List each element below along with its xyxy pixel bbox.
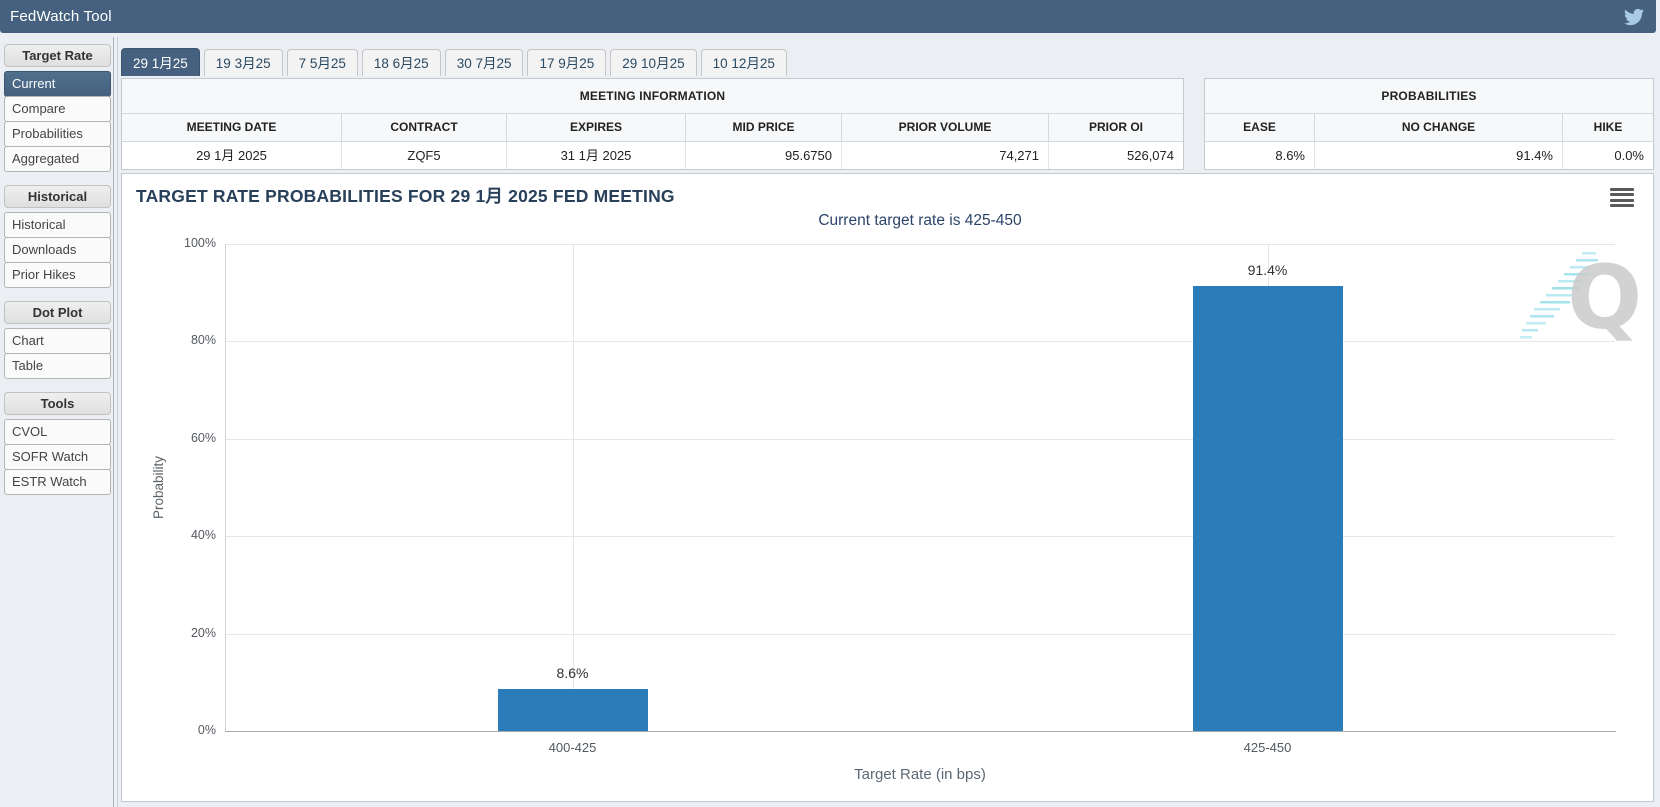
- x-category-label-425-450: 425-450: [1243, 740, 1292, 755]
- quikstrike-q-logo: Q: [1567, 246, 1642, 349]
- sidebar-item-cvol[interactable]: CVOL: [4, 419, 111, 445]
- y-tick-label-80: 80%: [190, 333, 216, 348]
- sidebar-section-target-rate: Target Rate Current Compare Probabilities Ag…: [4, 44, 111, 172]
- column-header-hike: HIKE: [1563, 114, 1653, 142]
- y-tick-label-40: 40%: [190, 528, 216, 543]
- burger-bar: [1610, 188, 1634, 191]
- y-axis-title: Probability: [150, 455, 166, 520]
- column-header-ease: EASE: [1205, 114, 1315, 142]
- sidebar-item-prior-hikes[interactable]: Prior Hikes: [4, 262, 111, 288]
- sidebar-item-probabilities[interactable]: Probabilities: [4, 121, 111, 147]
- sidebar-section-historical: Historical Historical Downloads Prior Hikes: [4, 185, 111, 288]
- tab-18-6-25[interactable]: 18 6月25: [361, 48, 441, 76]
- sidebar-section-header-historical: Historical: [4, 185, 111, 208]
- probabilities-title: PROBABILITIES: [1205, 79, 1653, 114]
- x-axis-line: [225, 731, 1616, 732]
- cell-prior-oi: 526,074: [1127, 148, 1174, 163]
- probabilities-value-row: 8.6% 91.4% 0.0%: [1205, 142, 1653, 169]
- sidebar-item-estr-watch[interactable]: ESTR Watch: [4, 469, 111, 495]
- sidebar-section-header-tools: Tools: [4, 392, 111, 415]
- sidebar-divider-2: [117, 37, 118, 807]
- column-header-contract: CONTRACT: [342, 114, 507, 142]
- gridline-y-40: [225, 536, 1615, 538]
- tab-30-7-25[interactable]: 30 7月25: [444, 48, 524, 76]
- cell-contract: ZQF5: [342, 142, 507, 169]
- chart-subtitle: Current target rate is 425-450: [818, 212, 1022, 229]
- bar-data-label-425-450: 91.4%: [1247, 261, 1288, 278]
- tab-29-10-25[interactable]: 29 10月25: [610, 48, 697, 76]
- y-tick-label-0: 0%: [197, 723, 216, 737]
- sidebar: Target Rate Current Compare Probabilities Ag…: [4, 44, 111, 508]
- gridline-y-60: [225, 438, 1615, 440]
- bar-data-label-400-425: 8.6%: [556, 665, 589, 682]
- column-header-prior-volume: PRIOR VOLUME: [842, 114, 1049, 142]
- tab-29-1-25[interactable]: 29 1月25: [121, 47, 200, 76]
- sidebar-section-dot-plot: Dot Plot Chart Table: [4, 301, 111, 379]
- y-tick-label-60: 60%: [190, 430, 216, 445]
- chart-context-menu-button[interactable]: [1609, 187, 1635, 208]
- y-tick-label-100: 100%: [184, 236, 216, 250]
- cell-expires: 31 1月 2025: [507, 142, 686, 169]
- cell-mid-price: 95.6750: [686, 142, 842, 169]
- meeting-info-header-row: MEETING DATE CONTRACT EXPIRES MID PRICE PRIO…: [122, 114, 1183, 142]
- sidebar-item-chart[interactable]: Chart: [4, 328, 111, 354]
- probabilities-header-row: EASE NO CHANGE HIKE: [1205, 114, 1653, 142]
- burger-bar: [1610, 198, 1634, 202]
- column-header-expires: EXPIRES: [507, 114, 686, 142]
- gridline-y-100: [225, 244, 1615, 245]
- column-header-mid-price: MID PRICE: [686, 114, 842, 142]
- chart-panel: TARGET RATE PROBABILITIES FOR 29 1月 2025…: [121, 173, 1654, 802]
- cell-hike: 0.0%: [1614, 148, 1644, 163]
- column-header-prior-oi: PRIOR OI: [1049, 114, 1183, 142]
- meeting-info-value-row: 29 1月 2025 ZQF5 31 1月 2025 95.6750 74,271 526…: [122, 142, 1183, 169]
- app-header: FedWatch Tool: [0, 0, 1656, 33]
- burger-bar: [1610, 203, 1634, 207]
- sidebar-item-table[interactable]: Table: [4, 353, 111, 379]
- cell-meeting-date: 29 1月 2025: [122, 142, 342, 169]
- x-category-label-400-425: 400-425: [548, 740, 597, 755]
- tab-17-9-25[interactable]: 17 9月25: [527, 48, 607, 76]
- bar-400-425: [497, 689, 648, 731]
- cell-ease: 8.6%: [1205, 142, 1315, 169]
- column-header-no-change: NO CHANGE: [1315, 114, 1563, 142]
- cell-prior-volume: 74,271: [842, 142, 1049, 169]
- y-axis-line: [225, 244, 226, 731]
- chart-title: TARGET RATE PROBABILITIES FOR 29 1月 2025…: [136, 186, 675, 206]
- sidebar-section-header-target-rate: Target Rate: [4, 44, 111, 67]
- y-tick-label-20: 20%: [190, 625, 216, 640]
- meeting-info-title: MEETING INFORMATION: [122, 79, 1183, 114]
- sidebar-item-sofr-watch[interactable]: SOFR Watch: [4, 444, 111, 470]
- tab-bar: 29 1月25 19 3月25 7 5月25 18 6月25 30 7月25 17 9月2…: [121, 44, 1654, 76]
- sidebar-section-tools: Tools CVOL SOFR Watch ESTR Watch: [4, 392, 111, 495]
- gridline-x-400-425: [572, 244, 574, 731]
- sidebar-item-compare[interactable]: Compare: [4, 96, 111, 122]
- cell-no-change: 91.4%: [1315, 142, 1563, 169]
- burger-bar: [1610, 193, 1634, 197]
- sidebar-item-current[interactable]: Current: [4, 71, 111, 97]
- twitter-icon[interactable]: [1624, 7, 1645, 27]
- summary-tables-row: MEETING INFORMATION MEETING DATE CONTRACT…: [121, 78, 1654, 170]
- tab-7-5-25[interactable]: 7 5月25: [286, 48, 358, 76]
- sidebar-divider: [113, 37, 114, 807]
- tab-10-12-25[interactable]: 10 12月25: [700, 48, 787, 76]
- sidebar-item-aggregated[interactable]: Aggregated: [4, 146, 111, 172]
- x-axis-title: Target Rate (in bps): [854, 766, 986, 783]
- gridline-y-80: [225, 341, 1615, 343]
- gridline-y-20: [225, 633, 1615, 635]
- probabilities-table: PROBABILITIES EASE NO CHANGE HIKE 8.6% 91.4…: [1204, 78, 1654, 170]
- tab-19-3-25[interactable]: 19 3月25: [203, 48, 283, 76]
- bar-425-450: [1192, 285, 1343, 731]
- sidebar-section-header-dot-plot: Dot Plot: [4, 301, 111, 324]
- main-content: 29 1月25 19 3月25 7 5月25 18 6月25 30 7月25 17 9月2…: [121, 44, 1654, 802]
- sidebar-item-downloads[interactable]: Downloads: [4, 237, 111, 263]
- column-header-meeting-date: MEETING DATE: [122, 114, 342, 142]
- app-title: FedWatch Tool: [10, 8, 112, 25]
- sidebar-item-historical[interactable]: Historical: [4, 212, 111, 238]
- meeting-info-table: MEETING INFORMATION MEETING DATE CONTRACT…: [121, 78, 1184, 170]
